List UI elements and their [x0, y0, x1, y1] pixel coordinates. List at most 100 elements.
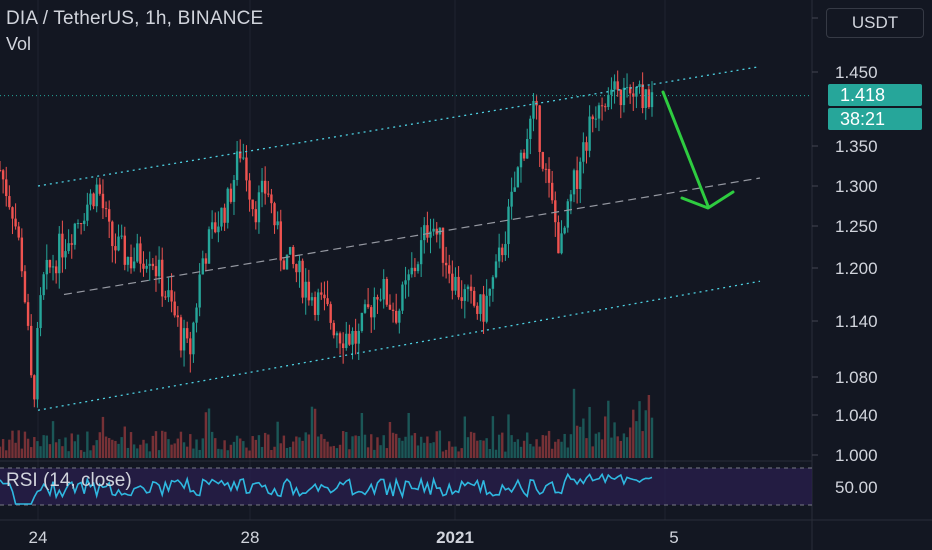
price-channel [0, 65, 812, 411]
volume-bar [317, 436, 320, 458]
candle-body [532, 100, 535, 119]
volume-bar [92, 445, 95, 458]
candle-body [625, 87, 629, 89]
candle-body [217, 226, 220, 233]
candle-body [279, 221, 282, 261]
candle-body [647, 89, 651, 108]
candle-body [248, 180, 251, 200]
volume-bar [182, 442, 186, 458]
price-tick-label: 1.080 [835, 368, 878, 387]
candle-body [242, 157, 245, 159]
candle-body [635, 87, 638, 97]
volume-bar [42, 435, 45, 458]
candle-body [391, 309, 395, 311]
candle-body [628, 87, 632, 94]
volume-bar [504, 451, 507, 458]
volume-bar [67, 451, 70, 458]
candle-body [101, 193, 105, 209]
candle-body [451, 273, 454, 291]
candle-body [148, 263, 151, 266]
volume-bar [638, 401, 641, 458]
candle-body [507, 206, 510, 245]
candle-body [239, 151, 242, 159]
candle-body [0, 170, 2, 171]
volume-bar [585, 438, 588, 458]
volume-bar [83, 451, 86, 458]
volume-bar [426, 436, 429, 458]
volume-bar [419, 436, 423, 458]
volume-bar [117, 443, 120, 458]
volume-bar [622, 433, 626, 458]
volume-bar [304, 432, 307, 458]
volume-bar [17, 430, 20, 458]
current-price-tag: 1.418 [828, 84, 922, 106]
candle-body [20, 237, 24, 272]
candle-body [86, 204, 89, 221]
candle-body [479, 294, 482, 314]
volume-bar [70, 433, 73, 458]
volume-bar [610, 437, 613, 458]
volume-bar [29, 447, 33, 458]
rsi-tick-label: 50.00 [835, 478, 878, 497]
candle-body [501, 247, 504, 256]
volume-bar [429, 443, 432, 458]
volume-bar [201, 438, 204, 458]
volume-bar [288, 447, 292, 458]
candle-body [164, 296, 167, 298]
volume-bar [541, 435, 545, 458]
volume-bar [363, 434, 367, 458]
volume-bar [394, 433, 398, 458]
candle-body [11, 207, 14, 219]
candle-body [338, 333, 342, 344]
candle-body [360, 312, 364, 331]
candle-body [257, 192, 261, 223]
volume-bar [254, 439, 258, 458]
price-tick-label: 1.200 [835, 259, 878, 278]
volume-bar [292, 441, 295, 458]
volume-bar [326, 441, 329, 458]
volume-bar [529, 443, 532, 458]
volume-bar [73, 441, 77, 458]
volume-bar [482, 440, 485, 458]
volume-bar [5, 450, 8, 458]
volume-bar [189, 434, 192, 458]
volume-bar [298, 437, 301, 458]
volume-bar [582, 418, 585, 458]
volume-bar [588, 406, 591, 458]
candle-body [382, 279, 385, 300]
candle-body [513, 187, 516, 192]
volume-bar [151, 435, 155, 458]
price-tick-label: 1.250 [835, 217, 878, 236]
candle-body [254, 209, 258, 223]
volume-bar [391, 432, 395, 458]
volume-bar [79, 450, 83, 458]
candle-body [413, 267, 417, 272]
volume-bar [476, 440, 479, 458]
volume-bar [625, 437, 629, 458]
volume-bar [513, 441, 516, 458]
volume-bar [313, 408, 317, 458]
volume-bar [647, 395, 651, 458]
candle-body [260, 180, 264, 193]
volume-bar [267, 434, 270, 458]
volume-bar [123, 426, 126, 458]
volume-bar [129, 432, 133, 458]
volume-bar [416, 445, 420, 458]
volume-bar [613, 422, 616, 458]
volume-bar [516, 439, 520, 458]
candle-body [519, 152, 523, 168]
candle-body [329, 304, 332, 323]
volume-bar [569, 434, 573, 458]
volume-bar [497, 434, 501, 458]
volume-bar [20, 448, 24, 458]
currency-button[interactable]: USDT [826, 8, 924, 38]
candle-body [429, 231, 432, 238]
candle-body [304, 281, 307, 298]
candle-body [607, 94, 610, 107]
volume-bar [485, 438, 488, 458]
candle-body [341, 343, 345, 349]
volume-bar [192, 448, 195, 458]
volume-bar [86, 431, 89, 458]
candle-body [251, 199, 254, 210]
